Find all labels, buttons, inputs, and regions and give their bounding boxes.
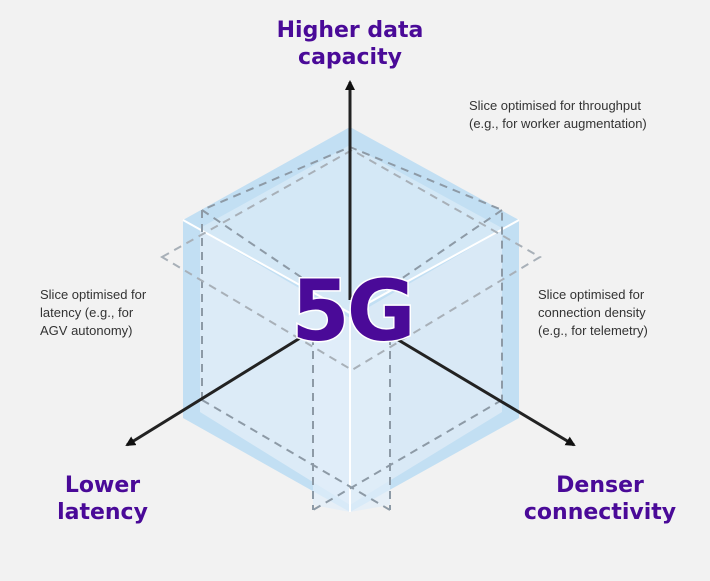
axis-label-line: capacity xyxy=(298,45,402,70)
note-line: connection density xyxy=(538,305,646,320)
note-line: (e.g., for worker augmentation) xyxy=(469,116,647,131)
note-line: Slice optimised for xyxy=(40,287,147,302)
throughput-slice-note: Slice optimised for throughput (e.g., fo… xyxy=(469,97,647,133)
note-line: AGV autonomy) xyxy=(40,323,133,338)
axis-label-capacity: Higher data capacity xyxy=(250,17,450,71)
note-line: Slice optimised for throughput xyxy=(469,98,641,113)
note-line: (e.g., for telemetry) xyxy=(538,323,648,338)
axis-label-latency: Lower latency xyxy=(30,472,175,526)
axis-label-line: latency xyxy=(57,500,148,525)
slice-outlines xyxy=(160,145,542,511)
axis-label-line: Lower xyxy=(64,473,141,498)
axes xyxy=(125,80,576,447)
axis-latency xyxy=(125,333,306,447)
density-slice-outline xyxy=(160,148,542,372)
cube-white-edges xyxy=(182,219,520,512)
latency-slice-note: Slice optimised for latency (e.g., for A… xyxy=(40,286,146,340)
axis-label-line: Higher data xyxy=(276,18,424,43)
density-slice-note: Slice optimised for connection density (… xyxy=(538,286,648,340)
axis-label-line: Denser xyxy=(556,473,644,498)
axis-connectivity xyxy=(394,336,576,447)
note-line: Slice optimised for xyxy=(538,287,645,302)
note-line: latency (e.g., for xyxy=(40,305,134,320)
axis-label-connectivity: Denser connectivity xyxy=(515,472,685,526)
axis-label-line: connectivity xyxy=(523,500,677,525)
5g-logo: 5G xyxy=(291,262,412,360)
cube-front-column xyxy=(313,340,390,512)
